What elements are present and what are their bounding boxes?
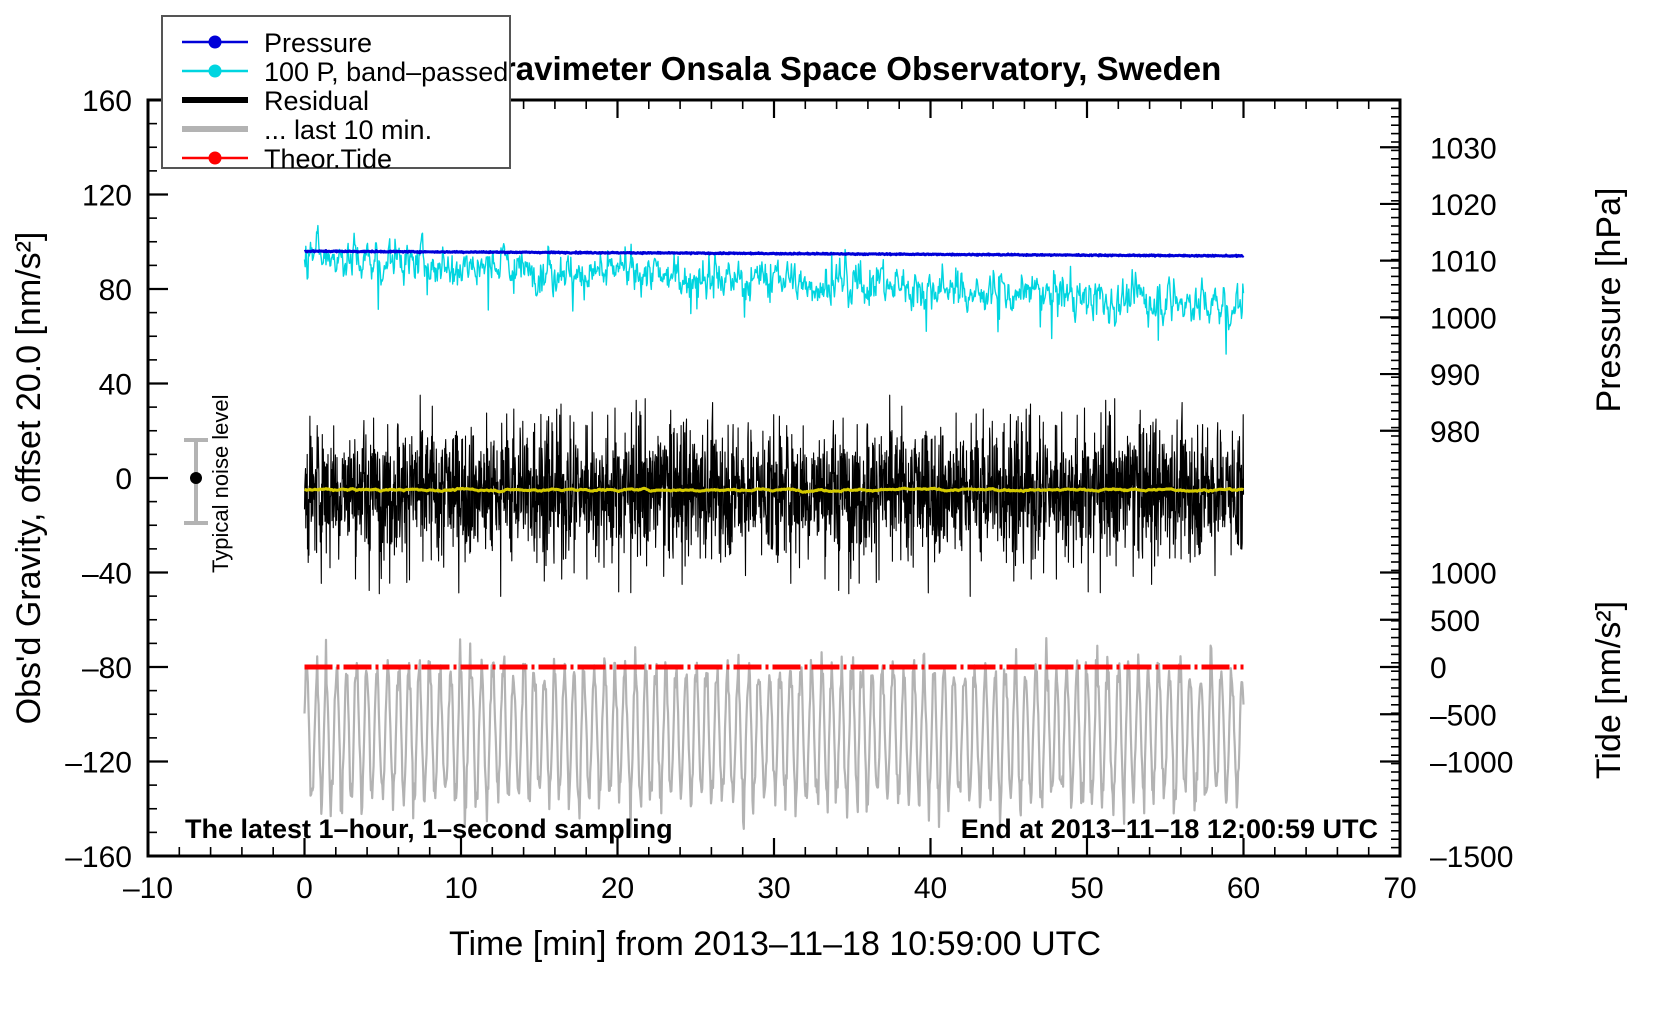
x-axis-title: Time [min] from 2013–11–18 10:59:00 UTC [449,925,1101,963]
data-traces [303,224,1245,838]
y-tick-label: –80 [82,652,132,685]
x-tick-label: 30 [757,872,790,905]
right-tick-label: 980 [1430,416,1480,449]
trace-pressure [303,249,1245,258]
y-tick-label: 120 [82,180,132,213]
legend-item-label[interactable]: Theor.Tide [264,144,392,174]
right-tick-label: 1020 [1430,189,1497,222]
right-tick-label: –500 [1430,699,1497,732]
annotation-bottom-left: The latest 1–hour, 1–second sampling [185,814,673,844]
y-axis-ticks-left: 160 120 80 40 0 –40 –80 –120 –160 [65,85,168,874]
y-tick-label: –120 [65,747,132,780]
y-axis-title-left: Obs'd Gravity, offset 20.0 [nm/s²] [10,232,48,725]
right-tick-label: 990 [1430,359,1480,392]
y-tick-label: 40 [99,369,132,402]
trace-bandpassed [303,224,1245,355]
y-tick-label: –160 [65,841,132,874]
legend-item-label[interactable]: 100 P, band–passed [264,57,508,87]
legend-item-label[interactable]: Residual [264,86,369,116]
y-axis-title-pressure: Pressure [hPa] [1590,188,1628,413]
y-tick-label: 160 [82,85,132,118]
x-tick-label: 60 [1227,872,1260,905]
trace-last-10-min [303,637,1245,838]
trace-residual [303,394,1245,597]
right-tick-label: 1000 [1430,302,1497,335]
right-tick-label: 0 [1430,652,1447,685]
y-axis-ticks-tide: 1000 500 0 –500 –1000 –1500 [1380,558,1513,874]
right-tick-label: 1030 [1430,132,1497,165]
x-tick-label: 10 [444,872,477,905]
x-tick-label: 40 [914,872,947,905]
legend-item-label[interactable]: ... last 10 min. [264,115,432,145]
typical-noise-level-marker: Typical noise level [184,394,233,573]
annotation-bottom-right: End at 2013–11–18 12:00:59 UTC [961,814,1378,844]
y-axis-title-tide: Tide [nm/s²] [1590,601,1628,779]
right-tick-label: 1010 [1430,246,1497,279]
trace-smoothed-residual [303,486,1245,494]
right-tick-label: –1000 [1430,747,1513,780]
y-tick-label: 80 [99,274,132,307]
y-axis-ticks-pressure: 1030 1020 1010 1000 990 980 [1380,99,1497,857]
right-tick-label: 500 [1430,605,1480,638]
x-tick-label: 20 [601,872,634,905]
x-tick-label: –10 [123,872,173,905]
y-tick-label: 0 [115,463,132,496]
legend-swatch-dot [208,35,222,49]
legend-swatch-dot [208,151,222,165]
typical-noise-level-label: Typical noise level [208,394,233,573]
x-tick-label: 50 [1070,872,1103,905]
x-tick-label: 70 [1383,872,1416,905]
x-tick-label: 0 [296,872,313,905]
right-tick-label: –1500 [1430,841,1513,874]
legend-item-label[interactable]: Pressure [264,28,372,58]
right-tick-label: 1000 [1430,558,1497,591]
y-tick-label: –40 [82,558,132,591]
legend-swatch-dot [208,64,222,78]
